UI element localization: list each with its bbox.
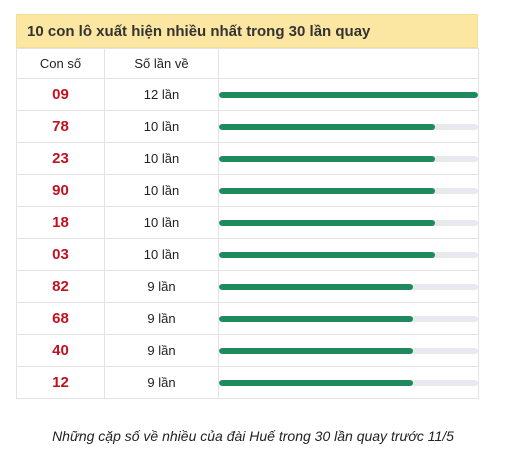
frequency-bar-track: [219, 347, 478, 354]
appearance-count: 9 lần: [104, 334, 219, 367]
lottery-number: 18: [16, 206, 105, 239]
frequency-bar-fill: [219, 123, 435, 130]
table-row: 78 10 lần: [16, 110, 479, 143]
table-row: 40 9 lần: [16, 334, 479, 367]
table-row: 12 9 lần: [16, 366, 479, 399]
table-row: 03 10 lần: [16, 238, 479, 271]
lottery-number: 23: [16, 142, 105, 175]
frequency-bar-track: [219, 187, 478, 194]
frequency-bar-cell: [218, 174, 479, 207]
lottery-number: 78: [16, 110, 105, 143]
table-header-row: Con số Số lần về: [16, 48, 479, 79]
lottery-number: 12: [16, 366, 105, 399]
frequency-bar-fill: [219, 187, 435, 194]
panel-title: 10 con lô xuất hiện nhiều nhất trong 30 …: [16, 14, 478, 48]
frequency-panel: 10 con lô xuất hiện nhiều nhất trong 30 …: [16, 14, 479, 399]
appearance-count: 9 lần: [104, 270, 219, 303]
frequency-bar-track: [219, 251, 478, 258]
table-row: 23 10 lần: [16, 142, 479, 175]
frequency-bar-cell: [218, 206, 479, 239]
appearance-count: 10 lần: [104, 142, 219, 175]
frequency-bar-track: [219, 315, 478, 322]
frequency-bar-track: [219, 91, 478, 98]
lottery-number: 40: [16, 334, 105, 367]
frequency-bar-cell: [218, 334, 479, 367]
frequency-bar-track: [219, 123, 478, 130]
table-row: 90 10 lần: [16, 174, 479, 207]
table-row: 68 9 lần: [16, 302, 479, 335]
frequency-bar-cell: [218, 238, 479, 271]
frequency-bar-fill: [219, 315, 414, 322]
appearance-count: 9 lần: [104, 366, 219, 399]
appearance-count: 10 lần: [104, 206, 219, 239]
frequency-bar-track: [219, 379, 478, 386]
frequency-bar-cell: [218, 78, 479, 111]
frequency-bar-fill: [219, 379, 414, 386]
frequency-bar-fill: [219, 219, 435, 226]
frequency-bar-track: [219, 155, 478, 162]
frequency-bar-fill: [219, 155, 435, 162]
lottery-number: 82: [16, 270, 105, 303]
frequency-bar-fill: [219, 251, 435, 258]
table-row: 09 12 lần: [16, 78, 479, 111]
frequency-bar-cell: [218, 142, 479, 175]
header-count: Số lần về: [104, 48, 219, 79]
frequency-bar-fill: [219, 283, 414, 290]
lottery-number: 03: [16, 238, 105, 271]
table-row: 18 10 lần: [16, 206, 479, 239]
frequency-bar-fill: [219, 347, 414, 354]
appearance-count: 9 lần: [104, 302, 219, 335]
frequency-bar-cell: [218, 270, 479, 303]
frequency-bar-cell: [218, 302, 479, 335]
appearance-count: 12 lần: [104, 78, 219, 111]
frequency-bar-track: [219, 283, 478, 290]
header-number: Con số: [16, 48, 105, 79]
appearance-count: 10 lần: [104, 110, 219, 143]
frequency-bar-cell: [218, 110, 479, 143]
frequency-bar-cell: [218, 366, 479, 399]
table-row: 82 9 lần: [16, 270, 479, 303]
lottery-number: 90: [16, 174, 105, 207]
caption: Những cặp số về nhiều của đài Huế trong …: [52, 428, 454, 444]
frequency-bar-fill: [219, 91, 478, 98]
frequency-bar-track: [219, 219, 478, 226]
frequency-table: Con số Số lần về 09 12 lần 78 10 lần 23 10 lầ…: [16, 48, 479, 399]
lottery-number: 09: [16, 78, 105, 111]
appearance-count: 10 lần: [104, 238, 219, 271]
lottery-number: 68: [16, 302, 105, 335]
appearance-count: 10 lần: [104, 174, 219, 207]
header-bar: [218, 48, 479, 79]
